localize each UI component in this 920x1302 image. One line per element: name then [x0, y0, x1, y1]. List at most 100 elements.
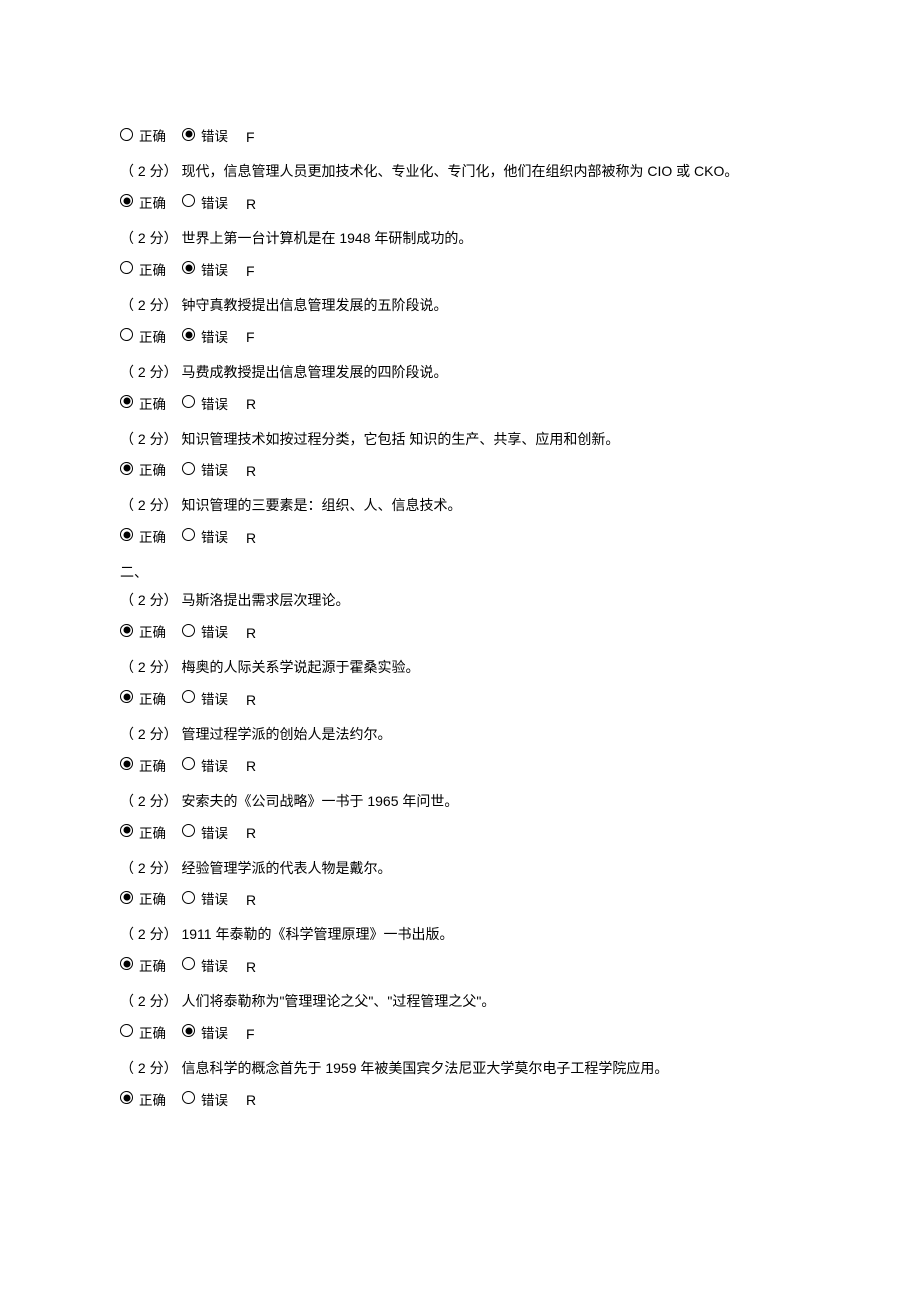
radio-wrong[interactable]	[182, 328, 195, 341]
question-text: （ 2 分） 钟守真教授提出信息管理发展的五阶段说。	[120, 294, 800, 316]
radio-correct-label: 正确	[139, 460, 166, 482]
radio-correct[interactable]	[120, 757, 133, 770]
answer-row: 正确 错误 F	[120, 1023, 800, 1045]
answer-key: F	[246, 126, 255, 148]
radio-correct-label: 正确	[139, 756, 166, 778]
radio-wrong[interactable]	[182, 957, 195, 970]
answer-key: R	[246, 956, 256, 978]
radio-wrong-label: 错误	[201, 956, 228, 978]
answer-row: 正确 错误 R	[120, 822, 800, 844]
radio-wrong-label: 错误	[201, 527, 228, 549]
radio-wrong-label: 错误	[201, 193, 228, 215]
question-text: （ 2 分） 知识管理的三要素是：组织、人、信息技术。	[120, 494, 800, 516]
radio-wrong[interactable]	[182, 462, 195, 475]
radio-correct-label: 正确	[139, 1090, 166, 1112]
radio-correct[interactable]	[120, 957, 133, 970]
radio-wrong[interactable]	[182, 757, 195, 770]
radio-wrong[interactable]	[182, 1091, 195, 1104]
radio-correct-label: 正确	[139, 527, 166, 549]
radio-correct[interactable]	[120, 261, 133, 274]
answer-key: R	[246, 527, 256, 549]
question-text: （ 2 分） 管理过程学派的创始人是法约尔。	[120, 723, 800, 745]
radio-correct-label: 正确	[139, 1023, 166, 1045]
quiz-document: 正确错误F（ 2 分） 现代，信息管理人员更加技术化、专业化、专门化，他们在组织…	[120, 126, 800, 1112]
radio-correct[interactable]	[120, 690, 133, 703]
radio-correct[interactable]	[120, 328, 133, 341]
radio-correct-label: 正确	[139, 956, 166, 978]
radio-correct-label: 正确	[139, 193, 166, 215]
answer-row: 正确 错误 R	[120, 622, 800, 644]
radio-correct[interactable]	[120, 1091, 133, 1104]
answer-key: R	[246, 822, 256, 844]
radio-wrong-label: 错误	[201, 260, 228, 282]
answer-row: 正确 错误 R	[120, 527, 800, 549]
answer-key: R	[246, 755, 256, 777]
radio-wrong[interactable]	[182, 1024, 195, 1037]
question-text: （ 2 分） 安索夫的《公司战略》一书于 1965 年问世。	[120, 790, 800, 812]
radio-correct[interactable]	[120, 1024, 133, 1037]
answer-row: 正确 错误 R	[120, 460, 800, 482]
radio-wrong[interactable]	[182, 824, 195, 837]
question-text: （ 2 分） 知识管理技术如按过程分类，它包括 知识的生产、共享、应用和创新。	[120, 428, 800, 450]
radio-wrong[interactable]	[182, 261, 195, 274]
answer-row: 正确 错误 R	[120, 1089, 800, 1111]
radio-wrong[interactable]	[182, 128, 195, 141]
answer-row: 正确 错误 R	[120, 755, 800, 777]
answer-key: R	[246, 689, 256, 711]
question-text: （ 2 分） 1911 年泰勒的《科学管理原理》一书出版。	[120, 923, 800, 945]
answer-key: R	[246, 889, 256, 911]
radio-wrong-label: 错误	[201, 1090, 228, 1112]
radio-correct[interactable]	[120, 462, 133, 475]
radio-wrong-label: 错误	[201, 756, 228, 778]
radio-correct-label: 正确	[139, 327, 166, 349]
radio-correct-label: 正确	[139, 689, 166, 711]
radio-correct-label: 正确	[139, 394, 166, 416]
answer-key: R	[246, 460, 256, 482]
radio-wrong-label: 错误	[201, 823, 228, 845]
question-text: （ 2 分） 现代，信息管理人员更加技术化、专业化、专门化，他们在组织内部被称为…	[120, 160, 800, 182]
radio-correct[interactable]	[120, 891, 133, 904]
radio-correct-label: 正确	[139, 126, 166, 148]
answer-key: F	[246, 260, 255, 282]
radio-correct[interactable]	[120, 395, 133, 408]
answer-row: 正确 错误 R	[120, 689, 800, 711]
radio-wrong-label: 错误	[201, 126, 228, 148]
radio-wrong-label: 错误	[201, 689, 228, 711]
radio-correct-label: 正确	[139, 823, 166, 845]
radio-correct-label: 正确	[139, 622, 166, 644]
radio-wrong[interactable]	[182, 891, 195, 904]
answer-key: R	[246, 1089, 256, 1111]
question-text: （ 2 分） 梅奥的人际关系学说起源于霍桑实验。	[120, 656, 800, 678]
radio-wrong[interactable]	[182, 395, 195, 408]
radio-wrong-label: 错误	[201, 460, 228, 482]
answer-row: 正确 错误 R	[120, 193, 800, 215]
question-text: （ 2 分） 人们将泰勒称为"管理理论之父"、"过程管理之父"。	[120, 990, 800, 1012]
radio-correct-label: 正确	[139, 260, 166, 282]
radio-wrong[interactable]	[182, 528, 195, 541]
answer-key: R	[246, 193, 256, 215]
answer-key: F	[246, 1023, 255, 1045]
question-text: （ 2 分） 马斯洛提出需求层次理论。	[120, 589, 800, 611]
answer-row: 正确 错误 F	[120, 126, 800, 148]
radio-correct-label: 正确	[139, 889, 166, 911]
question-text: （ 2 分） 世界上第一台计算机是在 1948 年研制成功的。	[120, 227, 800, 249]
radio-wrong-label: 错误	[201, 1023, 228, 1045]
question-text: （ 2 分） 经验管理学派的代表人物是戴尔。	[120, 857, 800, 879]
radio-wrong[interactable]	[182, 624, 195, 637]
question-text: （ 2 分） 马费成教授提出信息管理发展的四阶段说。	[120, 361, 800, 383]
radio-wrong-label: 错误	[201, 889, 228, 911]
radio-correct[interactable]	[120, 194, 133, 207]
question-text: （ 2 分） 信息科学的概念首先于 1959 年被美国宾夕法尼亚大学莫尔电子工程…	[120, 1057, 800, 1079]
radio-correct[interactable]	[120, 824, 133, 837]
radio-wrong[interactable]	[182, 194, 195, 207]
radio-correct[interactable]	[120, 624, 133, 637]
answer-row: 正确 错误 R	[120, 889, 800, 911]
radio-wrong[interactable]	[182, 690, 195, 703]
radio-correct[interactable]	[120, 128, 133, 141]
radio-wrong-label: 错误	[201, 622, 228, 644]
answer-key: R	[246, 622, 256, 644]
radio-correct[interactable]	[120, 528, 133, 541]
answer-row: 正确错误R	[120, 393, 800, 415]
answer-key: R	[246, 393, 256, 415]
answer-key: F	[246, 326, 255, 348]
